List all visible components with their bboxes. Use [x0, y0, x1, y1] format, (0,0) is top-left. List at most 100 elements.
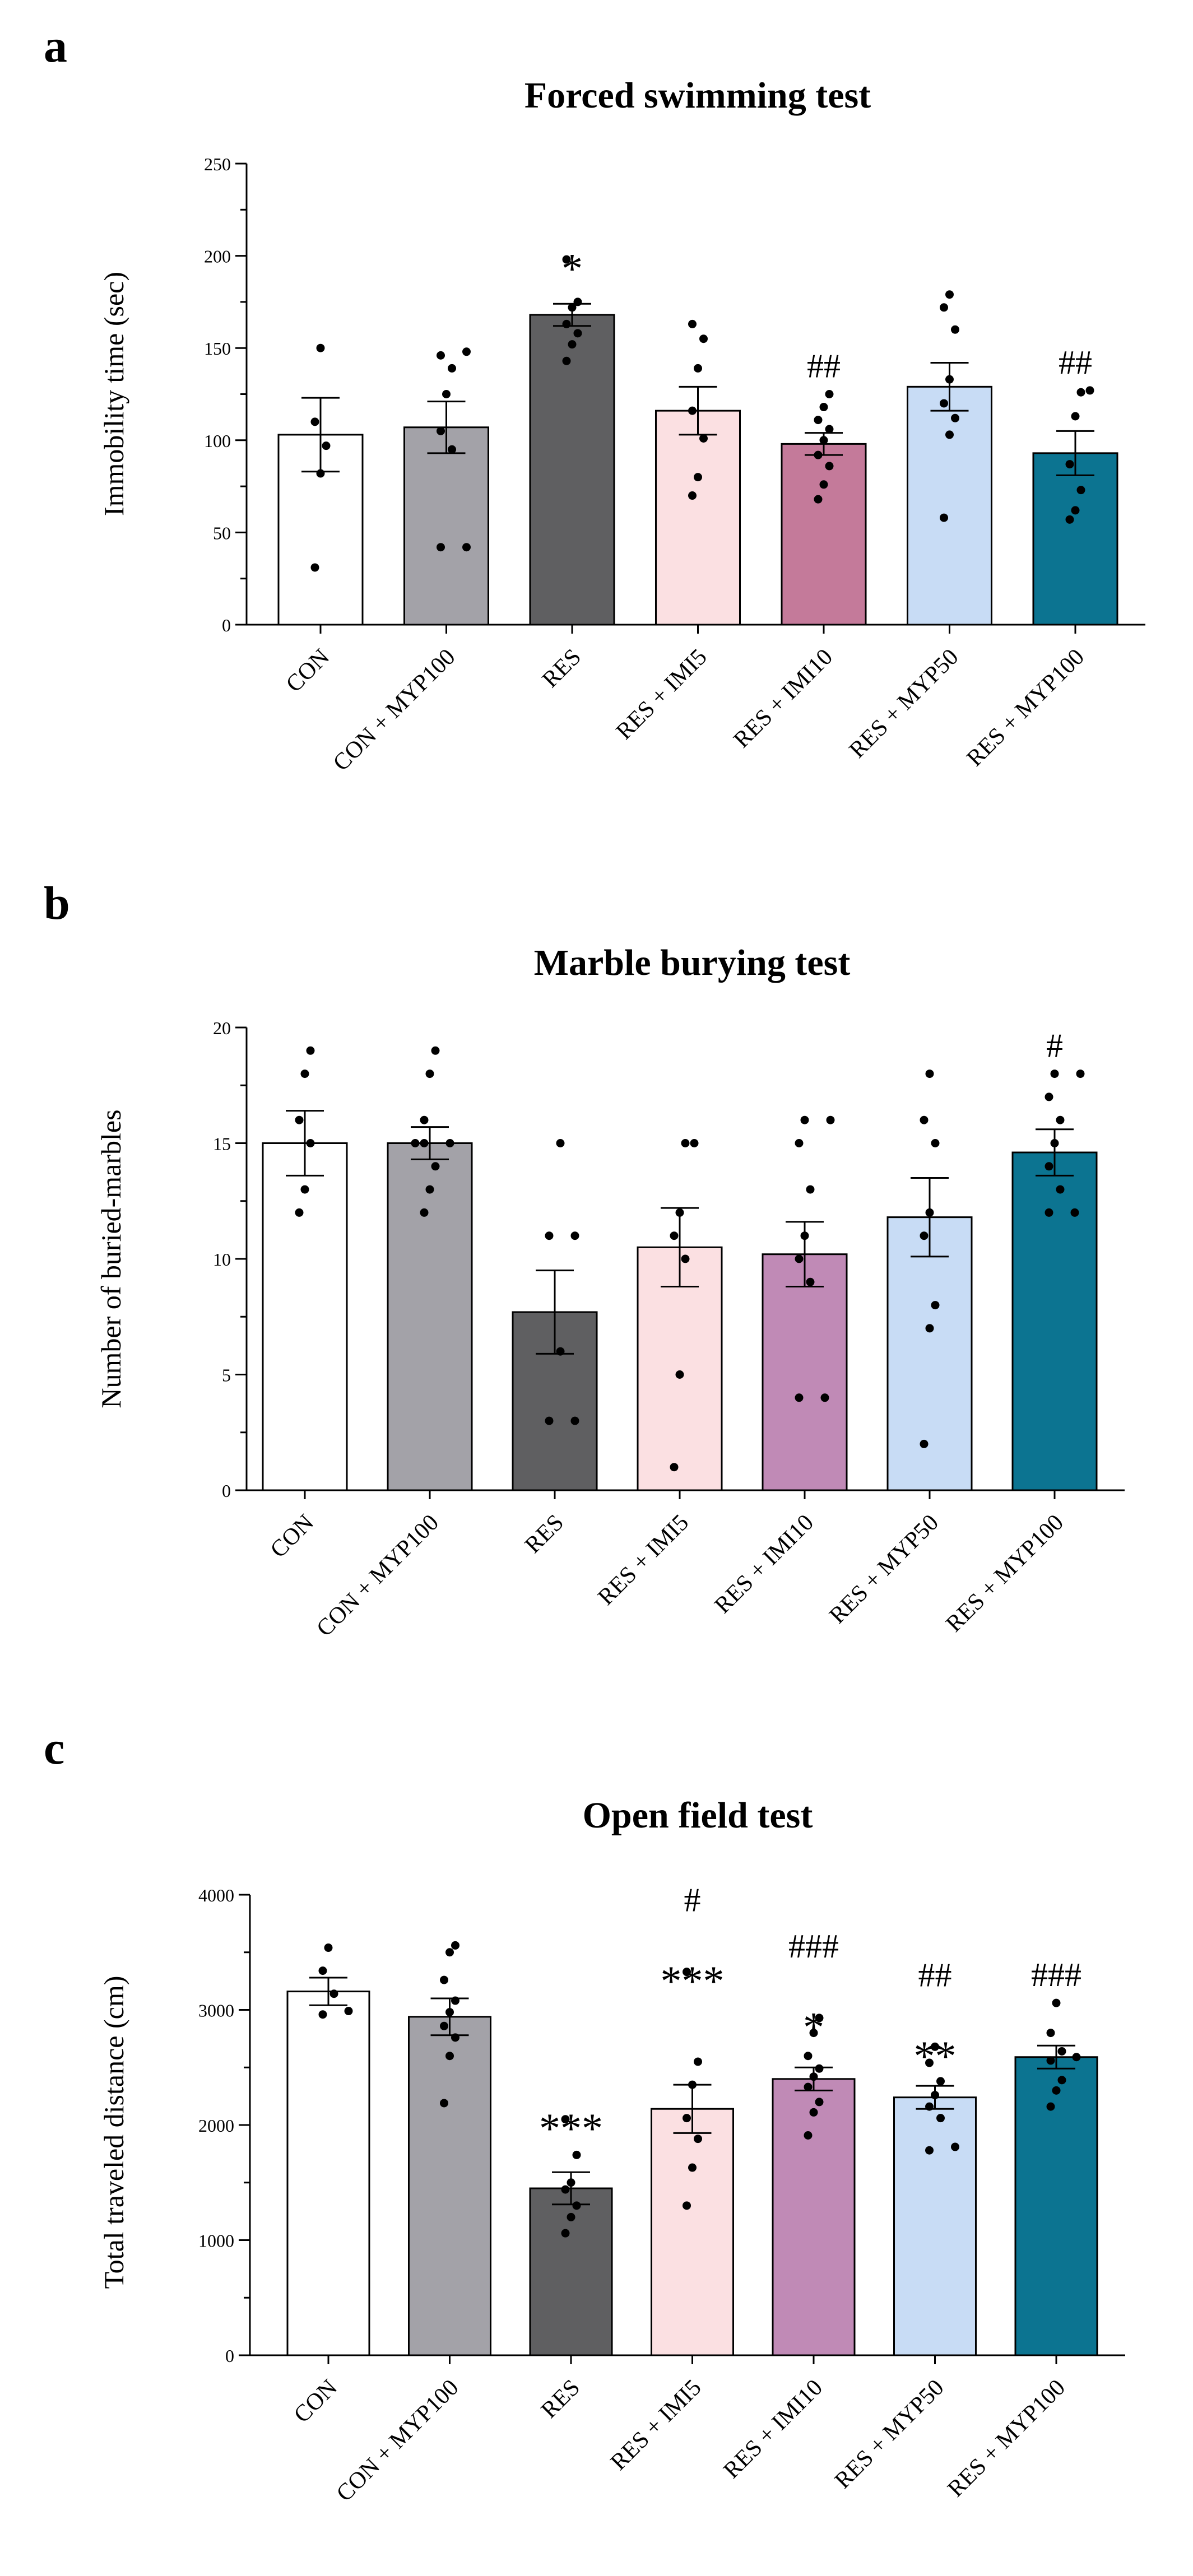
- data-point: [940, 513, 948, 522]
- data-point: [804, 2052, 813, 2061]
- data-point: [451, 1996, 459, 2005]
- data-point: [1050, 1070, 1059, 1078]
- data-point: [329, 1989, 338, 1998]
- data-point: [795, 1254, 804, 1263]
- data-point: [920, 1115, 929, 1124]
- data-point: [945, 290, 954, 299]
- y-tick-label: 20: [213, 1018, 231, 1038]
- data-point: [1045, 1162, 1053, 1171]
- data-point: [688, 319, 697, 328]
- data-point: [795, 1393, 804, 1402]
- data-point: [570, 1231, 579, 1240]
- data-point: [688, 2163, 697, 2172]
- data-point: [699, 434, 708, 443]
- data-point: [310, 563, 319, 572]
- significance-vs-res: #: [684, 1882, 701, 1919]
- category-label: RES + IMI5: [611, 644, 712, 745]
- data-point: [940, 303, 948, 312]
- category-label: CON: [266, 1510, 319, 1563]
- significance-vs-res: ##: [807, 348, 841, 385]
- data-point: [437, 426, 445, 435]
- data-point: [1076, 486, 1085, 495]
- data-point: [1085, 386, 1094, 395]
- data-point: [951, 413, 959, 422]
- data-point: [420, 1115, 429, 1124]
- data-point: [442, 390, 451, 398]
- data-point: [925, 1070, 934, 1078]
- category-label: CON + MYP100: [312, 1510, 444, 1642]
- data-point: [1046, 2056, 1055, 2065]
- data-point: [1076, 388, 1085, 397]
- category-label: RES + IMI5: [593, 1510, 694, 1611]
- data-point: [681, 1254, 690, 1263]
- data-point: [567, 2212, 575, 2221]
- data-point: [420, 1208, 429, 1217]
- chart-title: Open field test: [583, 1795, 813, 1836]
- bar: [1014, 2056, 1098, 2356]
- data-point: [683, 2201, 691, 2210]
- category-label: RES + MYP50: [830, 2375, 949, 2494]
- bar: [907, 385, 992, 626]
- category-label: CON + MYP100: [328, 644, 461, 776]
- category-label: RES + MYP100: [941, 1510, 1069, 1638]
- data-point: [814, 495, 823, 504]
- data-point: [675, 1208, 684, 1217]
- significance-vs-control: *: [561, 245, 583, 292]
- data-point: [688, 2080, 697, 2089]
- category-label: RES: [520, 1510, 569, 1559]
- data-point: [795, 1139, 804, 1147]
- data-point: [572, 2201, 581, 2210]
- data-point: [694, 2057, 702, 2066]
- data-point: [561, 2229, 570, 2238]
- data-point: [925, 2102, 934, 2111]
- data-point: [670, 1463, 679, 1472]
- y-tick-label: 5: [222, 1365, 231, 1385]
- data-point: [448, 445, 456, 454]
- data-point: [300, 1185, 309, 1194]
- data-point: [462, 543, 471, 552]
- data-point: [1057, 2076, 1066, 2085]
- significance-vs-control: ***: [539, 2105, 603, 2152]
- data-point: [815, 2098, 824, 2107]
- bar: [286, 1991, 370, 2356]
- panel-label: c: [44, 1722, 64, 1774]
- data-point: [431, 1046, 440, 1055]
- data-point: [425, 1070, 434, 1078]
- data-point: [318, 1966, 327, 1975]
- data-point: [445, 2052, 454, 2061]
- data-point: [562, 356, 571, 365]
- data-point: [448, 364, 456, 373]
- data-point: [322, 441, 331, 450]
- category-label: RES + IMI10: [710, 1510, 819, 1619]
- data-point: [819, 403, 828, 412]
- data-point: [567, 2178, 575, 2187]
- data-point: [931, 2091, 939, 2100]
- bar: [1011, 1151, 1098, 1491]
- y-tick-label: 15: [213, 1134, 231, 1154]
- bar: [772, 2078, 856, 2356]
- data-point: [310, 417, 319, 426]
- data-point: [1052, 1998, 1061, 2007]
- significance-vs-res: ###: [1031, 1956, 1081, 1993]
- y-tick-label: 10: [213, 1249, 231, 1270]
- data-point: [445, 2008, 454, 2017]
- data-point: [940, 399, 948, 408]
- data-point: [951, 325, 959, 334]
- data-point: [945, 430, 954, 439]
- data-point: [561, 2115, 570, 2124]
- data-point: [825, 425, 834, 434]
- bar: [637, 1246, 723, 1491]
- significance-vs-res: ###: [788, 1928, 839, 1965]
- data-point: [318, 2010, 327, 2019]
- data-point: [1076, 1070, 1085, 1078]
- data-point: [670, 1231, 679, 1240]
- data-point: [306, 1139, 315, 1147]
- data-point: [545, 1416, 554, 1425]
- data-point: [561, 2185, 570, 2194]
- data-point: [437, 543, 445, 552]
- category-label: RES: [536, 2375, 585, 2424]
- data-point: [804, 2131, 813, 2140]
- data-point: [1046, 2029, 1055, 2038]
- data-point: [316, 469, 325, 478]
- significance-vs-res: #: [1046, 1027, 1063, 1064]
